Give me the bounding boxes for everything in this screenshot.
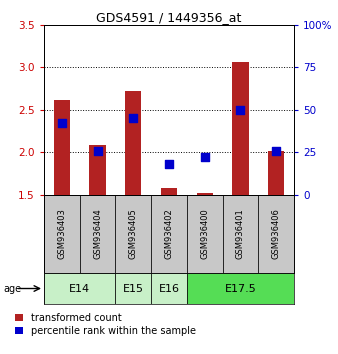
Point	[95, 148, 100, 153]
Bar	[223, 195, 258, 273]
Point	[238, 107, 243, 113]
Bar	[258, 195, 294, 273]
Bar	[187, 273, 294, 304]
Text: E14: E14	[69, 284, 90, 293]
Bar	[197, 193, 213, 195]
Bar	[115, 195, 151, 273]
Bar	[233, 62, 248, 195]
Text: GSM936401: GSM936401	[236, 208, 245, 259]
Text: GSM936405: GSM936405	[129, 208, 138, 259]
Point	[59, 120, 65, 126]
Bar	[80, 195, 115, 273]
Text: age: age	[3, 284, 22, 293]
Legend: transformed count, percentile rank within the sample: transformed count, percentile rank withi…	[15, 313, 196, 336]
Text: GSM936403: GSM936403	[57, 208, 66, 259]
Bar	[44, 273, 115, 304]
Text: E17.5: E17.5	[224, 284, 256, 293]
Point	[166, 161, 172, 167]
Point	[130, 115, 136, 121]
Title: GDS4591 / 1449356_at: GDS4591 / 1449356_at	[96, 11, 242, 24]
Text: GSM936406: GSM936406	[272, 208, 281, 259]
Bar	[54, 99, 70, 195]
Bar	[44, 195, 80, 273]
Text: E15: E15	[123, 284, 144, 293]
Bar	[125, 91, 141, 195]
Bar	[187, 195, 223, 273]
Text: GSM936402: GSM936402	[165, 208, 173, 259]
Text: GSM936404: GSM936404	[93, 208, 102, 259]
Point	[273, 148, 279, 153]
Text: GSM936400: GSM936400	[200, 208, 209, 259]
Bar	[115, 273, 151, 304]
Bar	[161, 188, 177, 195]
Text: E16: E16	[159, 284, 179, 293]
Point	[202, 154, 208, 160]
Bar	[151, 195, 187, 273]
Bar	[90, 145, 105, 195]
Bar	[268, 150, 284, 195]
Bar	[151, 273, 187, 304]
